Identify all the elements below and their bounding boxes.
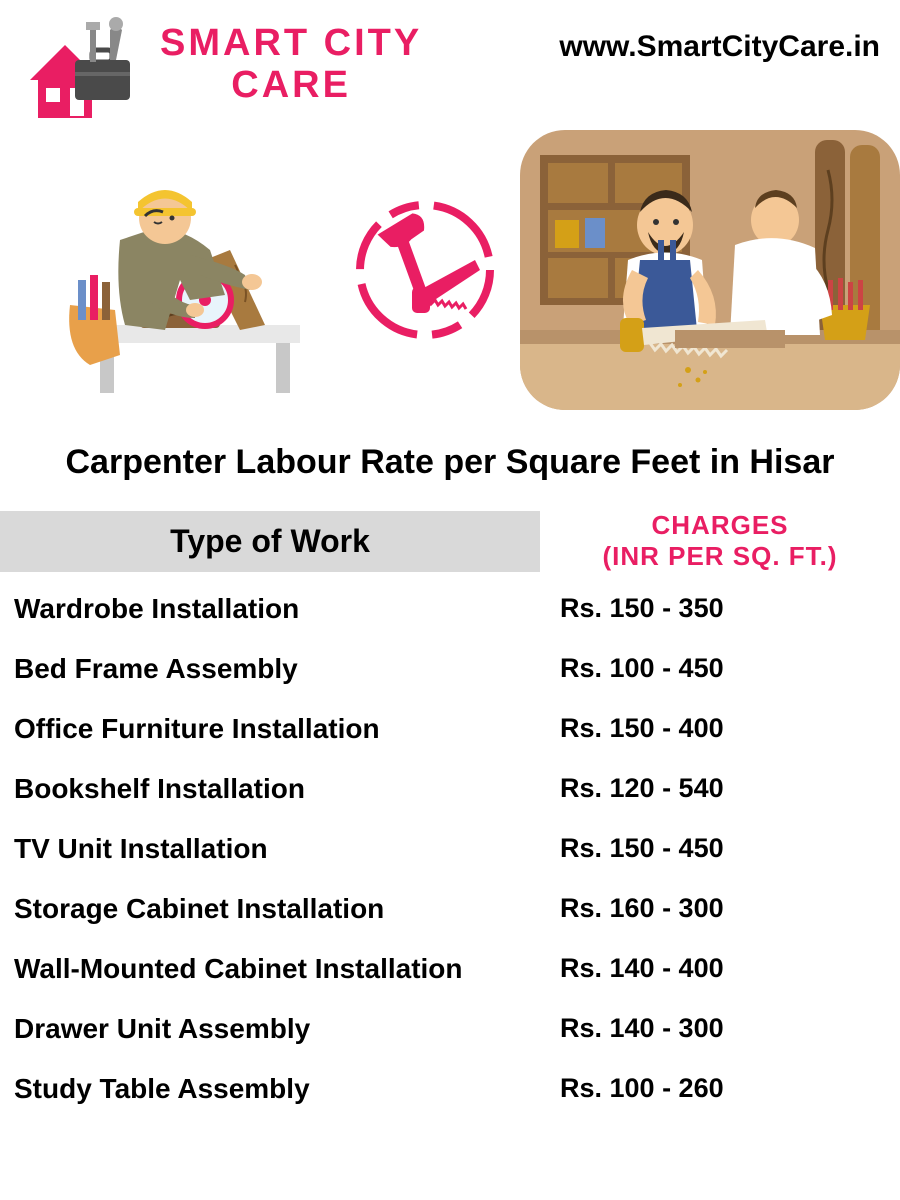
page-title: Carpenter Labour Rate per Square Feet in…: [0, 430, 900, 504]
table-header: Type of Work CHARGES (INR PER SQ. FT.): [0, 504, 900, 578]
table-row: Bookshelf InstallationRs. 120 - 540: [0, 759, 900, 819]
work-type-cell: Bed Frame Assembly: [0, 653, 550, 685]
brand-logo-block: SMART CITY CARE: [20, 10, 422, 120]
charge-cell: Rs. 160 - 300: [550, 893, 900, 924]
carpenter-sawing-illustration: [30, 130, 330, 410]
workshop-illustration: [520, 130, 900, 410]
table-row: Wall-Mounted Cabinet InstallationRs. 140…: [0, 939, 900, 999]
brand-line1: SMART CITY: [160, 23, 422, 65]
work-type-cell: Storage Cabinet Installation: [0, 893, 550, 925]
website-url[interactable]: www.SmartCityCare.in: [559, 30, 880, 64]
charge-cell: Rs. 150 - 350: [550, 593, 900, 624]
table-row: Drawer Unit AssemblyRs. 140 - 300: [0, 999, 900, 1059]
tools-badge-icon: [350, 195, 500, 345]
charge-cell: Rs. 150 - 450: [550, 833, 900, 864]
charge-cell: Rs. 140 - 400: [550, 953, 900, 984]
charge-cell: Rs. 120 - 540: [550, 773, 900, 804]
table-body: Wardrobe InstallationRs. 150 - 350Bed Fr…: [0, 579, 900, 1119]
column-header-work: Type of Work: [0, 511, 540, 572]
charges-header-line1: CHARGES: [550, 510, 890, 541]
charge-cell: Rs. 100 - 450: [550, 653, 900, 684]
work-type-cell: Study Table Assembly: [0, 1073, 550, 1105]
work-type-cell: Wardrobe Installation: [0, 593, 550, 625]
table-row: Bed Frame AssemblyRs. 100 - 450: [0, 639, 900, 699]
table-row: Study Table AssemblyRs. 100 - 260: [0, 1059, 900, 1119]
column-header-charges: CHARGES (INR PER SQ. FT.): [540, 504, 900, 578]
charges-header-line2: (INR PER SQ. FT.): [550, 541, 890, 572]
brand-name: SMART CITY CARE: [160, 23, 422, 108]
work-type-cell: Bookshelf Installation: [0, 773, 550, 805]
table-row: TV Unit InstallationRs. 150 - 450: [0, 819, 900, 879]
charge-cell: Rs. 150 - 400: [550, 713, 900, 744]
charge-cell: Rs. 140 - 300: [550, 1013, 900, 1044]
work-type-cell: Wall-Mounted Cabinet Installation: [0, 953, 550, 985]
table-row: Wardrobe InstallationRs. 150 - 350: [0, 579, 900, 639]
brand-line2: CARE: [160, 64, 422, 107]
house-toolbox-logo-icon: [20, 10, 140, 120]
charge-cell: Rs. 100 - 260: [550, 1073, 900, 1104]
work-type-cell: Drawer Unit Assembly: [0, 1013, 550, 1045]
work-type-cell: Office Furniture Installation: [0, 713, 550, 745]
rate-table: Type of Work CHARGES (INR PER SQ. FT.) W…: [0, 504, 900, 1118]
work-type-cell: TV Unit Installation: [0, 833, 550, 865]
header: SMART CITY CARE www.SmartCityCare.in: [0, 0, 900, 120]
illustration-row: [0, 120, 900, 430]
table-row: Office Furniture InstallationRs. 150 - 4…: [0, 699, 900, 759]
table-row: Storage Cabinet InstallationRs. 160 - 30…: [0, 879, 900, 939]
